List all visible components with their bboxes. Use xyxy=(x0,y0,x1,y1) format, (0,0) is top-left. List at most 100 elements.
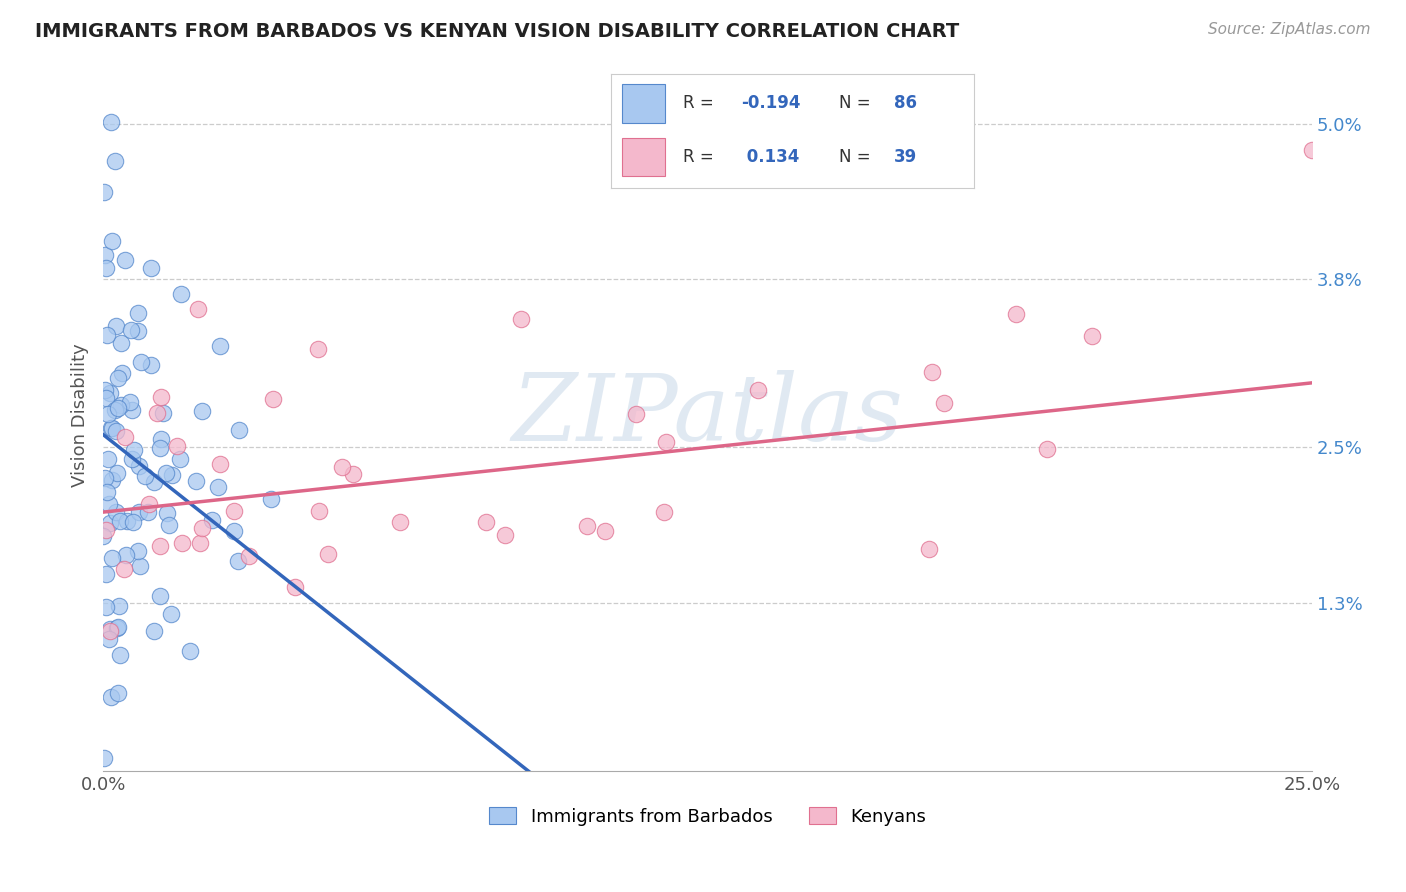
Point xyxy=(104,424,127,438)
Point xyxy=(921,366,943,380)
Point xyxy=(112,561,135,575)
Point xyxy=(94,567,117,582)
Point xyxy=(149,589,172,603)
Point xyxy=(166,439,188,453)
Point xyxy=(139,358,162,372)
Point xyxy=(121,452,143,467)
Point xyxy=(652,505,675,519)
Point xyxy=(188,536,211,550)
Point xyxy=(307,343,329,357)
Point xyxy=(114,430,136,444)
Point xyxy=(107,371,129,385)
Point xyxy=(110,398,132,412)
Point xyxy=(120,323,142,337)
Point xyxy=(114,252,136,267)
Point xyxy=(146,406,169,420)
Point xyxy=(576,519,599,533)
Point xyxy=(157,518,180,533)
Point xyxy=(93,751,115,765)
Legend: Immigrants from Barbados, Kenyans: Immigrants from Barbados, Kenyans xyxy=(489,807,927,826)
Point xyxy=(475,515,498,529)
Point xyxy=(624,407,647,421)
Point xyxy=(101,473,124,487)
Point xyxy=(179,644,201,658)
Point xyxy=(94,600,117,615)
Point xyxy=(308,504,330,518)
Point xyxy=(169,451,191,466)
Point xyxy=(142,624,165,639)
Point xyxy=(284,580,307,594)
Point xyxy=(128,505,150,519)
Point xyxy=(138,497,160,511)
Point xyxy=(201,513,224,527)
Point xyxy=(747,383,769,397)
Point xyxy=(108,514,131,528)
Point xyxy=(100,421,122,435)
Point xyxy=(160,607,183,621)
Point xyxy=(110,336,132,351)
Point xyxy=(162,468,184,483)
Point xyxy=(932,396,955,410)
Point xyxy=(127,544,149,558)
Point xyxy=(1081,329,1104,343)
Point xyxy=(222,504,245,518)
Point xyxy=(155,466,177,480)
Point xyxy=(111,366,134,380)
Point xyxy=(207,480,229,494)
Point xyxy=(104,153,127,168)
Point xyxy=(97,497,120,511)
Point xyxy=(122,442,145,457)
Point xyxy=(94,260,117,275)
Point xyxy=(96,524,118,538)
Point xyxy=(94,391,117,405)
Point xyxy=(127,306,149,320)
Point xyxy=(1035,442,1057,457)
Point xyxy=(184,475,207,489)
Point xyxy=(115,514,138,528)
Point xyxy=(100,551,122,566)
Point xyxy=(342,467,364,481)
Point xyxy=(226,553,249,567)
Y-axis label: Vision Disability: Vision Disability xyxy=(72,343,89,487)
Point xyxy=(93,529,115,543)
Point xyxy=(149,441,172,455)
Point xyxy=(97,452,120,467)
Point xyxy=(191,404,214,418)
Point xyxy=(104,403,127,417)
Point xyxy=(93,185,115,199)
Point xyxy=(139,260,162,275)
Point xyxy=(121,403,143,417)
Point xyxy=(100,115,122,129)
Point xyxy=(110,648,132,663)
Point xyxy=(96,328,118,343)
Point xyxy=(97,407,120,421)
Point xyxy=(918,542,941,557)
Point xyxy=(187,301,209,316)
Point xyxy=(107,599,129,613)
Text: ZIPatlas: ZIPatlas xyxy=(512,370,904,460)
Point xyxy=(793,143,815,157)
Point xyxy=(238,549,260,564)
Point xyxy=(156,506,179,520)
Point xyxy=(208,339,231,353)
Point xyxy=(105,319,128,334)
Point xyxy=(94,383,117,397)
Point xyxy=(107,620,129,634)
Point xyxy=(96,484,118,499)
Point xyxy=(209,457,232,471)
Point xyxy=(655,434,678,449)
Point xyxy=(128,559,150,574)
Point xyxy=(222,524,245,539)
Point xyxy=(260,491,283,506)
Point xyxy=(105,504,128,518)
Point xyxy=(107,686,129,700)
Point xyxy=(170,536,193,550)
Point xyxy=(388,515,411,529)
Point xyxy=(98,624,121,639)
Point xyxy=(107,401,129,415)
Point xyxy=(114,548,136,562)
Point xyxy=(98,632,121,647)
Point xyxy=(100,690,122,705)
Point xyxy=(149,390,172,404)
Point xyxy=(94,471,117,485)
